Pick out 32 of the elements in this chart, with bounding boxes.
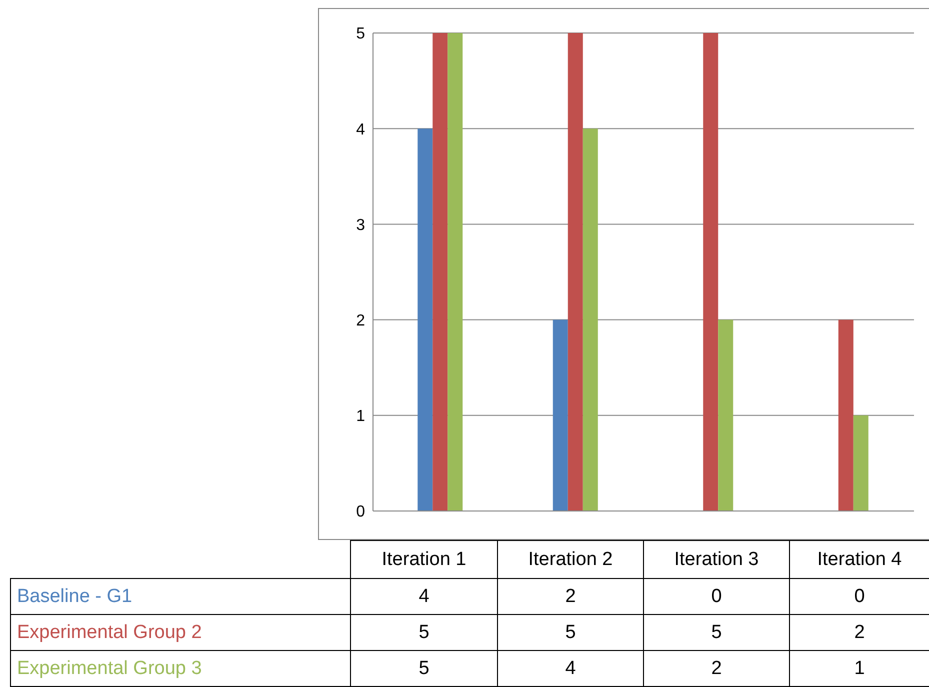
text: Experimental Group 3 — [10, 650, 350, 686]
bar — [418, 128, 433, 511]
y-tick-label: 5 — [356, 26, 366, 43]
x-tick-label: Iteration 4 — [790, 540, 929, 578]
data-label: 0 — [790, 578, 929, 614]
bar — [432, 33, 448, 511]
data-label: 5 — [498, 614, 644, 650]
bar — [582, 128, 598, 511]
x-tick-label: Iteration 2 — [498, 540, 644, 578]
text: Baseline - G1 — [10, 578, 350, 614]
y-tick-label: 3 — [356, 216, 366, 234]
y-tick-label: 4 — [356, 121, 366, 138]
bar — [838, 320, 854, 511]
bar — [853, 415, 868, 511]
y-tick-label: 0 — [356, 504, 366, 521]
y-tick-label: 2 — [356, 312, 366, 330]
bar — [448, 33, 463, 511]
data-label: 4 — [498, 650, 644, 686]
bar — [718, 320, 734, 511]
y-tick-label: 1 — [356, 408, 366, 426]
bar — [568, 33, 583, 511]
data-label: 1 — [790, 650, 929, 686]
x-tick-label: Iteration 3 — [644, 540, 790, 578]
data-label: 5 — [644, 614, 790, 650]
bar — [703, 33, 718, 511]
bar — [552, 320, 568, 511]
x-tick-label: Iteration 1 — [350, 540, 498, 578]
data-label: 2 — [498, 578, 644, 614]
data-label: 0 — [644, 578, 790, 614]
data-label: 2 — [644, 650, 790, 686]
text: Experimental Group 2 — [10, 614, 350, 650]
data-label: 2 — [790, 614, 929, 650]
